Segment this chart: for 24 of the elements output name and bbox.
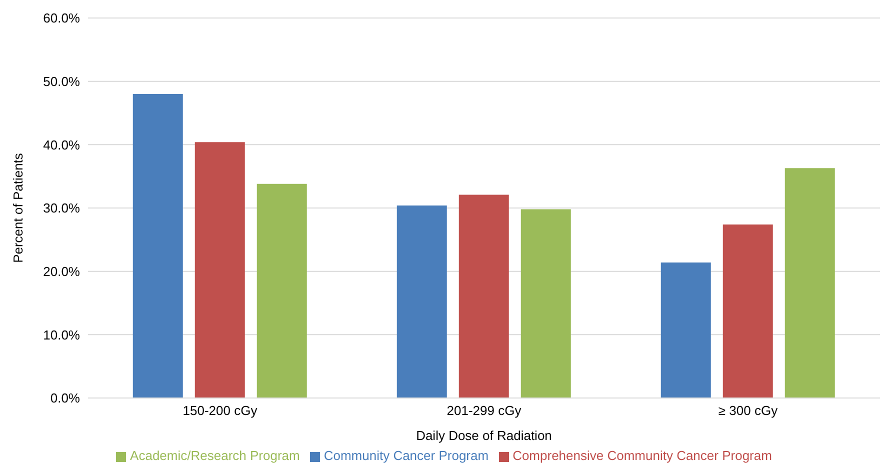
bar [458,194,509,398]
x-axis-title: Daily Dose of Radiation [416,428,552,443]
y-tick-label: 40.0% [43,137,80,152]
bar [784,168,835,398]
bar [194,142,245,398]
y-tick-label: 50.0% [43,74,80,89]
y-tick-label: 30.0% [43,200,80,216]
bar [132,94,183,398]
y-axis-title: Percent of Patients [10,152,26,263]
y-tick-label: 10.0% [43,327,80,342]
y-tick-label: 60.0% [43,10,80,26]
x-tick-label: 150-200 cGy [182,403,258,418]
x-tick-label: 201-299 cGy [446,403,522,418]
bar [660,262,711,398]
legend-label: Academic/Research Program [130,448,300,463]
bar [520,209,571,398]
legend-label: Comprehensive Community Cancer Program [512,448,772,463]
x-tick-label: ≥ 300 cGy [718,403,778,418]
legend-label: Community Cancer Program [324,448,489,463]
bar [256,184,307,398]
bar [722,224,773,398]
y-tick-label: 20.0% [43,264,80,279]
bar [396,205,447,398]
y-tick-label: 0.0% [50,390,80,406]
